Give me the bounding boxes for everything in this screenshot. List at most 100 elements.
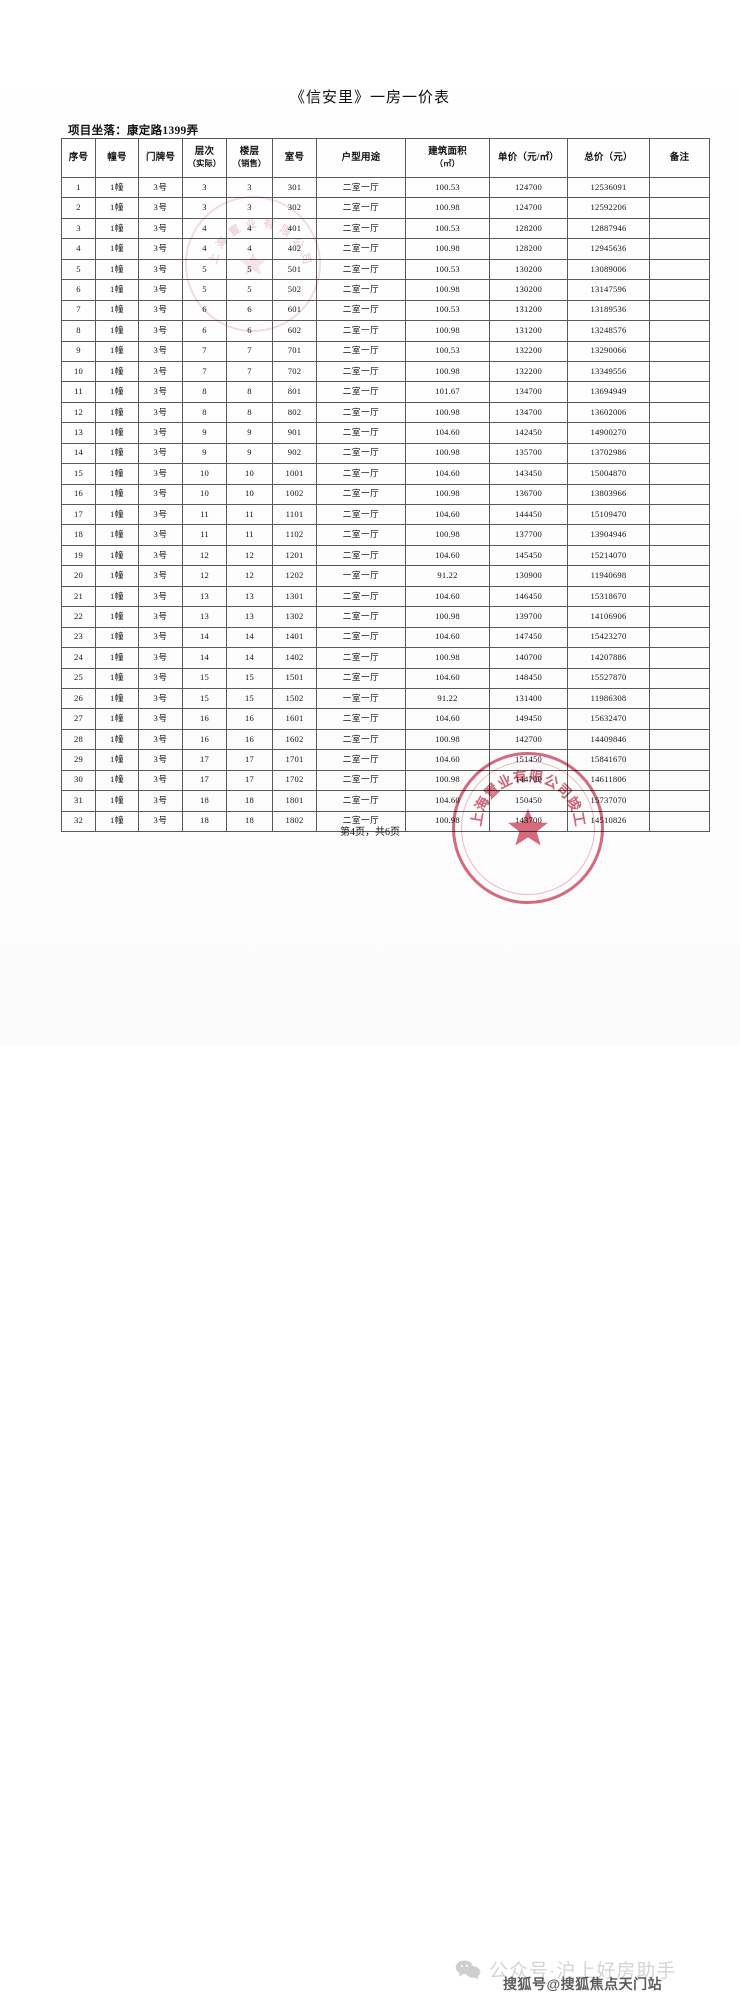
cell-note (649, 647, 710, 669)
cell-building: 1幢 (95, 544, 139, 567)
cell-floor-sale: 13 (226, 606, 273, 628)
cell-unit-type: 二室一厅 (316, 279, 406, 301)
cell-area: 104.60 (405, 790, 490, 812)
column-header-floor-actual-sub: （实际） (187, 158, 222, 168)
column-header-floor-sale-main: 楼层 (239, 146, 260, 157)
cell-room-number: 1701 (272, 749, 317, 771)
cell-unit-price: 132200 (489, 360, 568, 383)
column-header-floor-actual-main: 层次 (194, 146, 215, 157)
cell-unit-price: 137700 (489, 524, 568, 546)
cell-total-price: 13694949 (567, 381, 650, 403)
cell-door-number: 3号 (138, 279, 183, 301)
cell-floor-sale: 9 (226, 422, 273, 444)
cell-floor-actual: 11 (182, 503, 227, 526)
cell-note (649, 176, 710, 199)
cell-seq: 8 (61, 320, 96, 342)
cell-floor-actual: 16 (182, 708, 227, 730)
cell-room-number: 501 (272, 258, 317, 281)
cell-building: 1幢 (95, 687, 139, 710)
cell-unit-type: 二室一厅 (316, 299, 406, 322)
table-row: 24 1幢 3号 14 14 1402 二室一厅 100.98 140700 14207886 (61, 647, 710, 669)
cell-floor-actual: 9 (182, 442, 227, 465)
cell-note (649, 749, 710, 771)
cell-unit-price: 139700 (489, 606, 568, 628)
cell-floor-sale: 6 (226, 320, 273, 342)
cell-total-price: 15423270 (567, 626, 650, 649)
cell-unit-price: 140700 (489, 647, 568, 669)
cell-building: 1幢 (95, 176, 139, 199)
sohu-watermark-label: 搜狐号@搜狐焦点天门站 (503, 1976, 663, 1992)
cell-door-number: 3号 (138, 320, 183, 342)
cell-area: 100.98 (405, 238, 490, 260)
cell-door-number: 3号 (138, 728, 183, 751)
cell-door-number: 3号 (138, 463, 183, 485)
cell-building: 1幢 (95, 483, 139, 506)
price-table-container: 序号 幢号 门牌号 层次 （实际） 楼层 （销售） 室号 户型用途 建筑面积 (61, 138, 710, 833)
table-row: 21 1幢 3号 13 13 1301 二室一厅 104.60 146450 15318670 (61, 585, 710, 608)
table-row: 7 1幢 3号 6 6 601 二室一厅 100.53 131200 13189536 (61, 299, 710, 322)
table-row: 16 1幢 3号 10 10 1002 二室一厅 100.98 136700 13803966 (61, 483, 710, 506)
cell-total-price: 14900270 (567, 422, 650, 444)
cell-unit-price: 135700 (489, 442, 568, 465)
cell-building: 1幢 (95, 647, 139, 669)
cell-seq: 17 (61, 503, 96, 526)
table-row: 17 1幢 3号 11 11 1101 二室一厅 104.60 144450 15109470 (61, 503, 710, 526)
cell-unit-type: 二室一厅 (316, 749, 406, 771)
column-header-door-number: 门牌号 (138, 138, 183, 178)
cell-door-number: 3号 (138, 197, 183, 219)
cell-unit-price: 142450 (489, 422, 568, 444)
cell-room-number: 702 (272, 360, 317, 383)
cell-note (649, 238, 710, 260)
table-row: 11 1幢 3号 8 8 801 二室一厅 101.67 134700 13694949 (61, 381, 710, 403)
cell-room-number: 1601 (272, 708, 317, 730)
cell-building: 1幢 (95, 565, 139, 587)
cell-note (649, 340, 710, 362)
cell-unit-price: 132200 (489, 340, 568, 362)
cell-floor-actual: 15 (182, 667, 227, 689)
cell-unit-price: 147450 (489, 626, 568, 649)
cell-door-number: 3号 (138, 585, 183, 608)
cell-total-price: 15527870 (567, 667, 650, 689)
cell-unit-price: 124700 (489, 197, 568, 219)
cell-floor-sale: 15 (226, 667, 273, 689)
cell-floor-sale: 4 (226, 217, 273, 240)
cell-floor-actual: 17 (182, 749, 227, 771)
cell-total-price: 13803966 (567, 483, 650, 506)
cell-total-price: 13702986 (567, 442, 650, 465)
cell-seq: 15 (61, 463, 96, 485)
cell-door-number: 3号 (138, 687, 183, 710)
cell-door-number: 3号 (138, 340, 183, 362)
cell-unit-type: 二室一厅 (316, 524, 406, 546)
cell-unit-price: 128200 (489, 217, 568, 240)
cell-floor-actual: 3 (182, 176, 227, 199)
cell-room-number: 1102 (272, 524, 317, 546)
cell-area: 104.60 (405, 749, 490, 771)
cell-seq: 7 (61, 299, 96, 322)
table-row: 10 1幢 3号 7 7 702 二室一厅 100.98 132200 13349556 (61, 360, 710, 383)
column-header-room-number: 室号 (272, 138, 317, 178)
cell-door-number: 3号 (138, 647, 183, 669)
column-header-floor-sale: 楼层 （销售） (226, 138, 273, 178)
cell-floor-sale: 5 (226, 279, 273, 301)
cell-total-price: 13904946 (567, 524, 650, 546)
table-row: 13 1幢 3号 9 9 901 二室一厅 104.60 142450 14900270 (61, 422, 710, 444)
cell-unit-price: 136700 (489, 483, 568, 506)
cell-unit-type: 二室一厅 (316, 320, 406, 342)
cell-floor-sale: 16 (226, 728, 273, 751)
cell-note (649, 422, 710, 444)
cell-seq: 12 (61, 401, 96, 424)
cell-area: 100.98 (405, 320, 490, 342)
cell-total-price: 13349556 (567, 360, 650, 383)
column-header-total-price: 总价（元） (567, 138, 650, 178)
cell-floor-sale: 3 (226, 197, 273, 219)
cell-unit-type: 二室一厅 (316, 360, 406, 383)
cell-unit-price: 134700 (489, 381, 568, 403)
cell-room-number: 1501 (272, 667, 317, 689)
cell-area: 104.60 (405, 544, 490, 567)
cell-area: 100.98 (405, 524, 490, 546)
cell-unit-type: 二室一厅 (316, 790, 406, 812)
table-row: 20 1幢 3号 12 12 1202 一室一厅 91.22 130900 11940698 (61, 565, 710, 587)
cell-door-number: 3号 (138, 749, 183, 771)
cell-unit-type: 二室一厅 (316, 585, 406, 608)
table-row: 14 1幢 3号 9 9 902 二室一厅 100.98 135700 13702986 (61, 442, 710, 465)
